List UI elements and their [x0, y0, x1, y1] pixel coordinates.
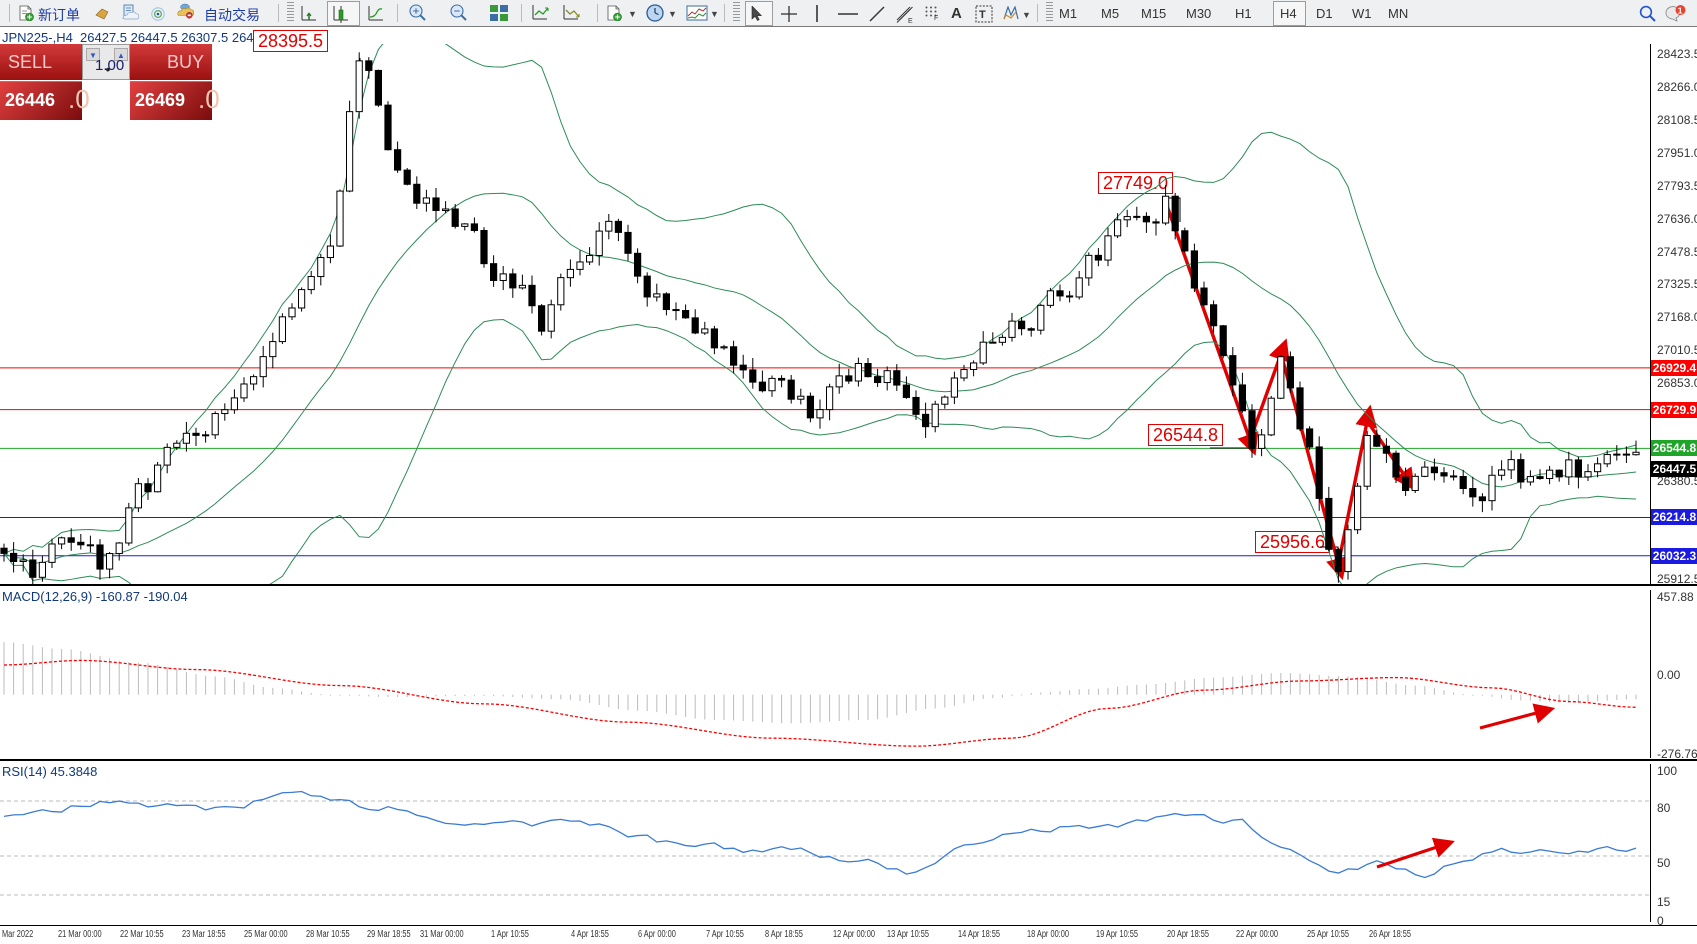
svg-text:F: F [934, 15, 938, 20]
svg-text:1: 1 [1678, 5, 1683, 15]
svg-text:E: E [908, 18, 913, 24]
svg-text:T: T [979, 9, 986, 21]
